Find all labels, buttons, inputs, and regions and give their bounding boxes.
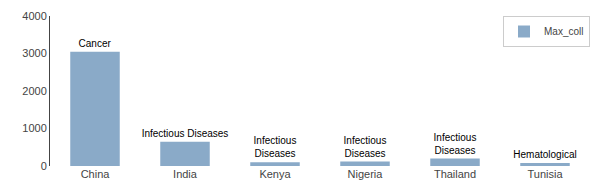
svg-text:Tunisia: Tunisia bbox=[527, 168, 563, 180]
svg-text:InfectiousDiseases: InfectiousDiseases bbox=[434, 132, 477, 156]
svg-text:3000: 3000 bbox=[22, 47, 46, 59]
svg-text:4000: 4000 bbox=[22, 10, 46, 22]
svg-text:Infectious Diseases: Infectious Diseases bbox=[142, 128, 229, 139]
svg-text:2000: 2000 bbox=[22, 85, 46, 97]
svg-text:Cancer: Cancer bbox=[79, 38, 112, 49]
svg-text:India: India bbox=[173, 168, 198, 180]
svg-text:Kenya: Kenya bbox=[259, 168, 291, 180]
svg-text:Thailand: Thailand bbox=[434, 168, 476, 180]
svg-text:InfectiousDiseases: InfectiousDiseases bbox=[254, 135, 297, 159]
svg-text:1000: 1000 bbox=[22, 122, 46, 134]
svg-text:Hematological: Hematological bbox=[513, 149, 576, 160]
svg-text:Max_coll: Max_coll bbox=[544, 26, 583, 37]
svg-text:InfectiousDiseases: InfectiousDiseases bbox=[344, 135, 387, 159]
svg-text:China: China bbox=[81, 168, 111, 180]
svg-text:Nigeria: Nigeria bbox=[348, 168, 384, 180]
svg-text:0: 0 bbox=[41, 160, 47, 172]
